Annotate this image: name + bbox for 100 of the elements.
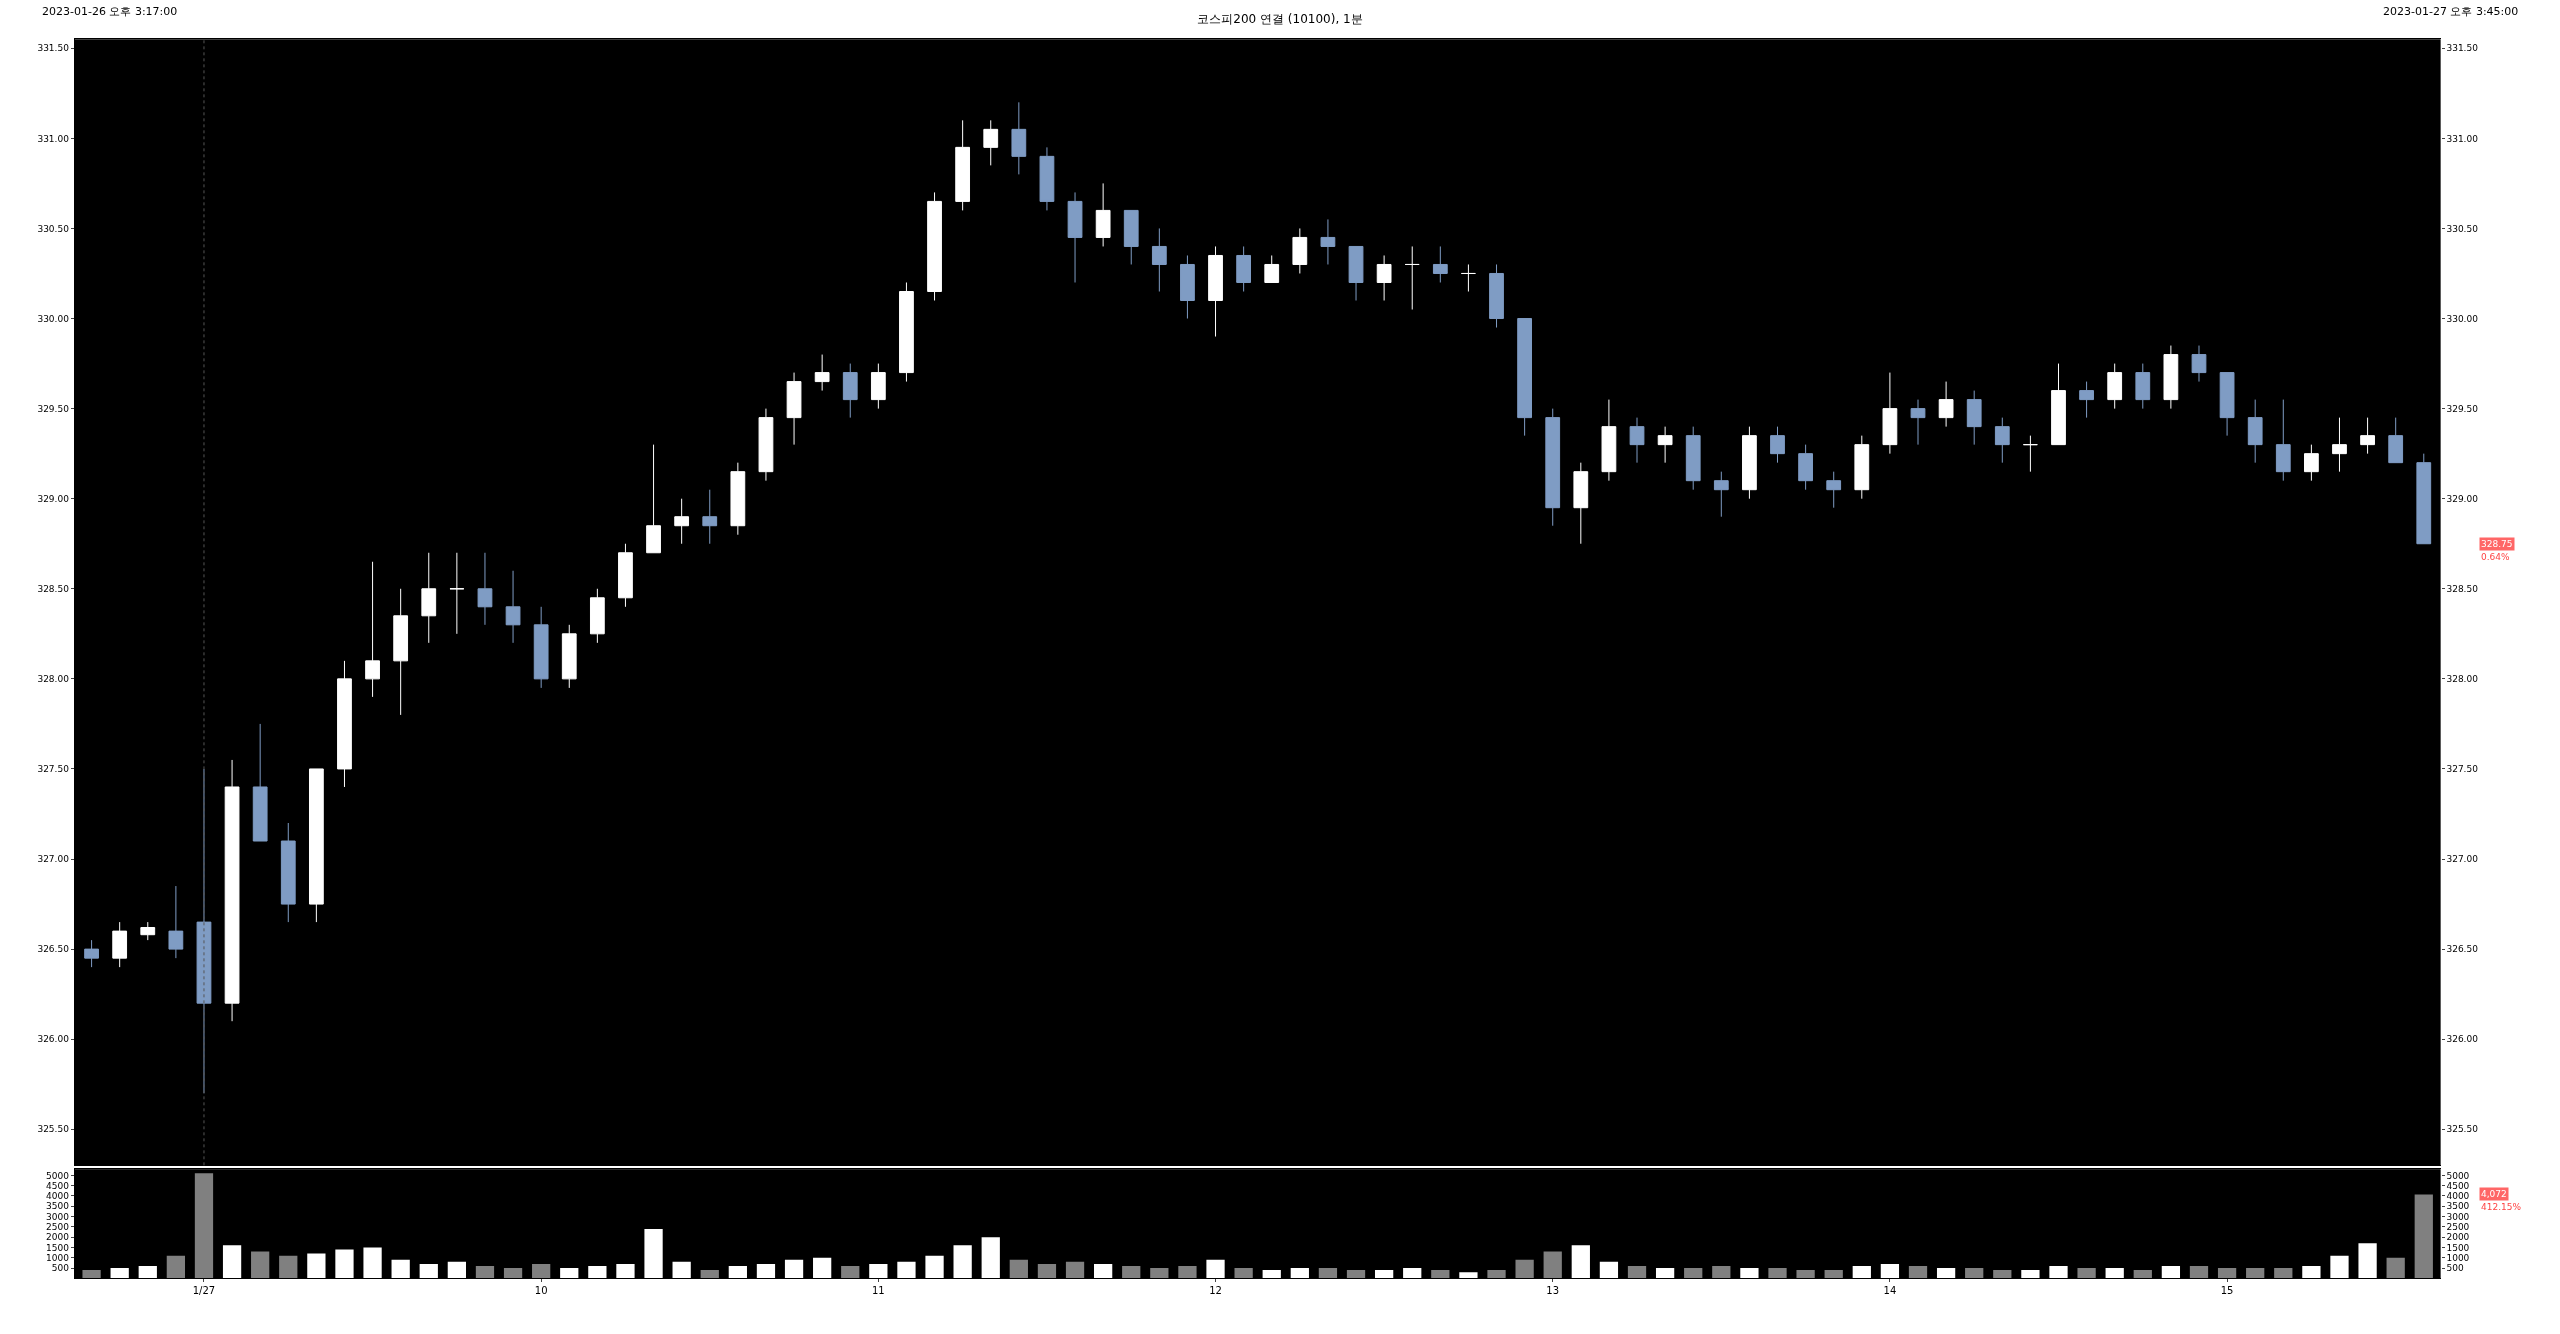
- y2-tick-label: 2500: [2446, 1221, 2470, 1232]
- candlestick: [618, 543, 633, 608]
- y-tick-label: 2500: [46, 1221, 70, 1232]
- candlestick: [1376, 254, 1392, 302]
- bar: [2077, 1268, 2096, 1279]
- y2-tick-label: 325.50: [2446, 1124, 2479, 1135]
- x-tick-label: 15: [2220, 1285, 2234, 1297]
- candlestick: [1348, 245, 1364, 302]
- bar: [1627, 1265, 1647, 1279]
- bar: [700, 1270, 719, 1279]
- candlestick: [1180, 254, 1195, 320]
- candlestick: [1629, 417, 1645, 464]
- candlestick: [1657, 426, 1673, 464]
- candlestick: [842, 363, 858, 419]
- y-tick-label: 5000: [46, 1170, 70, 1181]
- candlestick: [2051, 363, 2066, 446]
- y2-tick-label: 331.50: [2446, 43, 2479, 54]
- candlestick: [870, 363, 886, 410]
- y2-tick-label: 327.50: [2446, 764, 2479, 775]
- y-tick-label: 329.00: [37, 493, 70, 504]
- bar: [1599, 1261, 1619, 1279]
- x-tick-label: 12: [1209, 1285, 1222, 1297]
- candlestick: [730, 462, 746, 536]
- bar: [1740, 1268, 1759, 1279]
- y-tick-label: 328.00: [37, 674, 70, 685]
- bar: [222, 1245, 242, 1279]
- candlestick: [2135, 363, 2151, 410]
- y2-tick-label: 1000: [2446, 1252, 2470, 1263]
- bar: [307, 1253, 326, 1279]
- candlestick: [1264, 254, 1280, 283]
- bar: [616, 1263, 635, 1279]
- bar: [1403, 1268, 1422, 1279]
- y-tick-label: 4500: [46, 1180, 70, 1191]
- candlestick: [505, 570, 521, 644]
- y-tick-label: 2000: [46, 1232, 70, 1243]
- x-tick-label: 10: [534, 1285, 548, 1297]
- bar: [194, 1173, 214, 1279]
- candlestick: [1517, 318, 1532, 437]
- x-tick-label: 14: [1883, 1285, 1897, 1297]
- candlestick: [674, 498, 690, 545]
- bar: [110, 1268, 129, 1279]
- bar: [1290, 1268, 1309, 1279]
- candlestick: [2416, 453, 2432, 545]
- bar: [1684, 1268, 1703, 1279]
- candlestick: [308, 768, 324, 923]
- bar: [1571, 1245, 1590, 1279]
- bar: [1936, 1268, 1956, 1279]
- bar: [1037, 1263, 1057, 1279]
- candlestick: [112, 921, 128, 968]
- bar: [560, 1268, 579, 1279]
- candlestick: [1826, 471, 1842, 509]
- y2-tick-label: 2000: [2446, 1232, 2470, 1243]
- bar: [1094, 1263, 1113, 1279]
- candlestick: [1573, 462, 1589, 545]
- y2-tick-label: 326.50: [2446, 944, 2479, 955]
- candlestick: [2304, 444, 2319, 482]
- bar: [1880, 1263, 1900, 1279]
- candlestick: [449, 552, 465, 635]
- candlestick: [955, 119, 971, 211]
- candlestick: [1910, 399, 1926, 446]
- bar: [1262, 1270, 1281, 1279]
- candlestick: [1039, 146, 1055, 211]
- bar: [953, 1245, 972, 1279]
- y-tick-label: 330.00: [37, 313, 70, 324]
- bar: [1009, 1259, 1028, 1279]
- y2-tick-label: 328.00: [2446, 674, 2479, 685]
- candlestick: [1798, 444, 1813, 491]
- candlestick: [84, 939, 99, 968]
- text: 328.75: [2481, 539, 2513, 549]
- candlestick: [983, 119, 999, 166]
- candlestick: [2360, 417, 2375, 455]
- bar: [138, 1265, 157, 1279]
- bar: [279, 1255, 298, 1279]
- candlestick: [1404, 245, 1420, 311]
- candlestick: [589, 588, 605, 644]
- y2-tick-label: 4500: [2446, 1180, 2470, 1191]
- bar: [335, 1249, 354, 1279]
- bar: [2246, 1268, 2265, 1279]
- bar: [1150, 1268, 1169, 1279]
- chart-title: 코스피200 연결 (10100), 1분: [1197, 12, 1363, 27]
- bar: [981, 1237, 1000, 1279]
- y2-tick-label: 1500: [2446, 1242, 2470, 1253]
- bar: [1712, 1265, 1731, 1279]
- candlestick: [421, 552, 437, 644]
- y-tick-label: 1500: [46, 1242, 70, 1253]
- bar: [2161, 1265, 2181, 1279]
- bar: [2189, 1265, 2209, 1279]
- bar: [1487, 1270, 1506, 1279]
- candlestick: [365, 561, 380, 698]
- bar: [2358, 1243, 2377, 1279]
- bar: [1543, 1251, 1562, 1279]
- bar: [2021, 1270, 2040, 1279]
- candlestick: [1966, 390, 1982, 446]
- bar: [2049, 1265, 2068, 1279]
- y-tick-label: 3000: [46, 1211, 70, 1222]
- candlestick: [927, 191, 942, 302]
- bar: [1852, 1265, 1871, 1279]
- y-tick-label: 325.50: [37, 1124, 70, 1135]
- text: 0.64%: [2481, 552, 2511, 562]
- candlestick: [1713, 471, 1729, 518]
